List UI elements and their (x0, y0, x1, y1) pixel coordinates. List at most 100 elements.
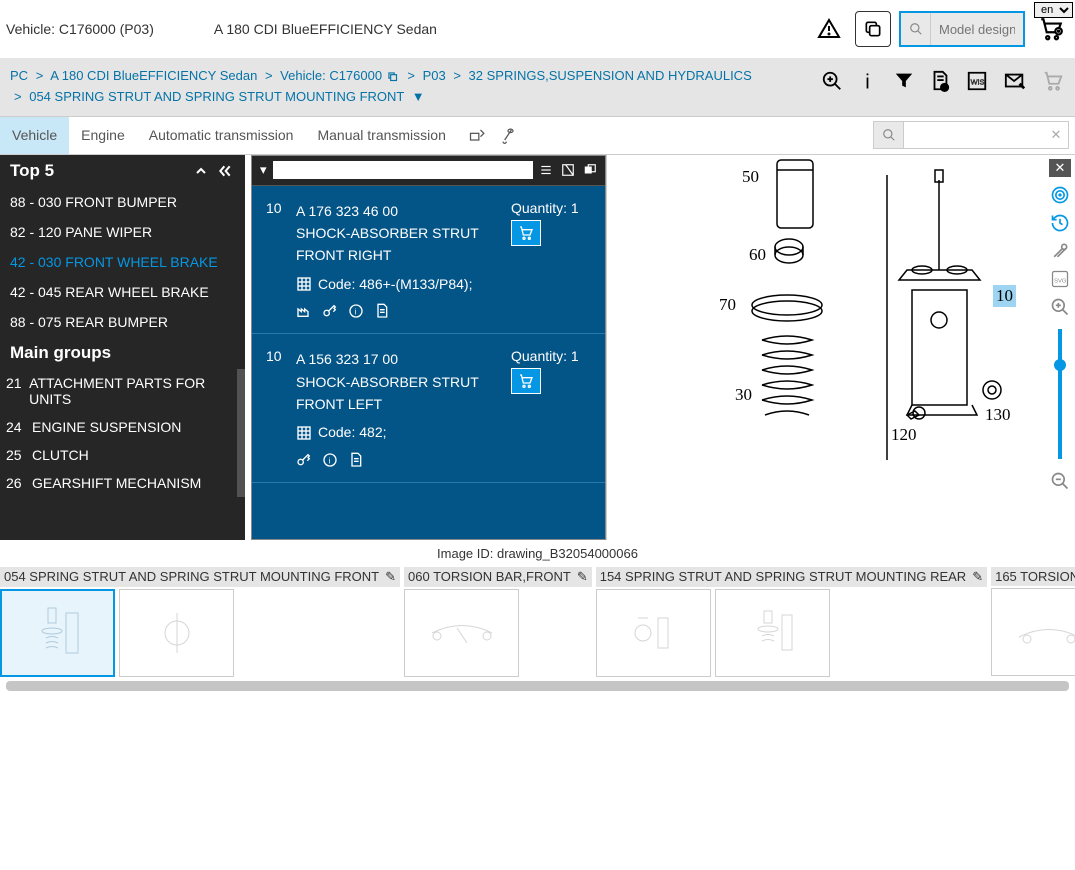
tab-vehicle[interactable]: Vehicle (0, 117, 69, 154)
top5-title: Top 5 (10, 161, 54, 181)
horizontal-scrollbar[interactable] (6, 681, 1069, 691)
tools-icon[interactable] (1050, 241, 1070, 261)
history-icon[interactable] (1050, 213, 1070, 233)
bolt-icon[interactable] (498, 125, 518, 145)
search-icon[interactable] (901, 13, 931, 45)
thumb-image[interactable] (404, 589, 519, 677)
expand-icon[interactable] (561, 163, 575, 177)
tab-engine[interactable]: Engine (69, 117, 137, 154)
document-icon[interactable] (374, 303, 390, 319)
model-name: A 180 CDI BlueEFFICIENCY Sedan (214, 21, 811, 37)
key-icon[interactable] (296, 452, 312, 468)
breadcrumb-item[interactable]: A 180 CDI BlueEFFICIENCY Sedan (50, 68, 257, 83)
diagram-viewer[interactable]: ✕ SVG 50 60 70 30 10 130 120 (606, 155, 1075, 540)
grid-icon (296, 276, 312, 292)
breadcrumb-dropdown-icon[interactable]: ▼ (412, 89, 425, 104)
collapse-left-icon[interactable] (215, 163, 235, 179)
breadcrumb-item[interactable]: 32 SPRINGS,SUSPENSION AND HYDRAULICS (469, 68, 752, 83)
target-icon[interactable] (1050, 185, 1070, 205)
top5-item[interactable]: 88 - 075 REAR BUMPER (0, 307, 245, 337)
collapse-up-icon[interactable] (193, 163, 209, 179)
clear-search-icon[interactable]: ✕ (1044, 127, 1068, 143)
info-circle-icon[interactable]: i (322, 452, 338, 468)
key-icon[interactable] (322, 303, 338, 319)
zoom-in-icon[interactable] (821, 70, 843, 92)
grid-icon (296, 425, 312, 441)
add-to-cart-button[interactable] (511, 220, 541, 246)
main-group-item[interactable]: 24ENGINE SUSPENSION (0, 413, 245, 441)
diagram-callout[interactable]: 130 (985, 405, 1011, 425)
thumb-label[interactable]: 054 SPRING STRUT AND SPRING STRUT MOUNTI… (0, 567, 400, 587)
parts-search-input[interactable] (273, 161, 533, 179)
part-number: A 176 323 46 00 (296, 200, 511, 222)
factory-icon[interactable] (296, 303, 312, 319)
copy-icon[interactable] (855, 11, 891, 47)
part-code: Code: 482; (318, 421, 387, 443)
thumb-image[interactable] (991, 588, 1075, 676)
info-circle-icon[interactable]: i (348, 303, 364, 319)
wis-icon[interactable]: WIS (965, 70, 989, 92)
diagram-callout[interactable]: 10 (993, 285, 1016, 307)
top5-item[interactable]: 42 - 030 FRONT WHEEL BRAKE (0, 247, 245, 277)
edit-icon[interactable]: ✎ (972, 569, 983, 585)
thumb-image[interactable] (596, 589, 711, 677)
mail-edit-icon[interactable] (1003, 70, 1027, 92)
zoom-out-icon[interactable] (1050, 471, 1070, 491)
document-icon[interactable] (348, 452, 364, 468)
breadcrumb-item[interactable]: PC (10, 68, 28, 83)
edit-icon[interactable]: ✎ (577, 569, 588, 585)
search-icon[interactable] (874, 122, 904, 148)
cart-disabled-icon (1041, 70, 1065, 92)
diagram-callout[interactable]: 60 (749, 245, 766, 265)
diagram-callout[interactable]: 70 (719, 295, 736, 315)
part-row[interactable]: 10 A 156 323 17 00 SHOCK-ABSORBER STRUT … (252, 334, 605, 483)
document-alert-icon[interactable]: ! (929, 70, 951, 92)
list-view-icon[interactable] (539, 163, 553, 177)
tab-auto-trans[interactable]: Automatic transmission (137, 117, 306, 154)
part-pos: 10 (266, 348, 296, 468)
parts-menu-icon[interactable]: ▾ (260, 162, 267, 178)
main-group-item[interactable]: 25CLUTCH (0, 441, 245, 469)
thumb-label[interactable]: 060 TORSION BAR,FRONT✎ (404, 567, 592, 587)
svg-text:i: i (355, 307, 357, 316)
thumb-label[interactable]: 165 TORSION BAR (991, 567, 1075, 586)
part-desc: SHOCK-ABSORBER STRUT FRONT RIGHT (296, 222, 511, 267)
zoom-slider[interactable] (1058, 329, 1062, 459)
model-search-input[interactable] (931, 22, 1023, 37)
filter-icon[interactable] (893, 70, 915, 92)
breadcrumb-item[interactable]: P03 (423, 68, 446, 83)
thumb-image[interactable] (119, 589, 234, 677)
window-icon[interactable] (583, 163, 597, 177)
top5-item[interactable]: 82 - 120 PANE WIPER (0, 217, 245, 247)
svg-text:i: i (329, 456, 331, 465)
warning-icon[interactable] (811, 11, 847, 47)
page-search[interactable]: ✕ (873, 121, 1069, 149)
thumb-image[interactable] (715, 589, 830, 677)
breadcrumb-current[interactable]: 054 SPRING STRUT AND SPRING STRUT MOUNTI… (29, 89, 404, 104)
breadcrumb-item[interactable]: Vehicle: C176000 (280, 68, 382, 83)
add-to-cart-button[interactable] (511, 368, 541, 394)
page-search-input[interactable] (904, 122, 1044, 148)
model-search[interactable] (899, 11, 1025, 47)
diagram-callout[interactable]: 30 (735, 385, 752, 405)
thumb-label[interactable]: 154 SPRING STRUT AND SPRING STRUT MOUNTI… (596, 567, 987, 587)
tool-icon-1[interactable] (468, 125, 488, 145)
part-code: Code: 486+-(M133/P84); (318, 273, 472, 295)
main-groups-title: Main groups (0, 337, 245, 369)
main-group-item[interactable]: 21ATTACHMENT PARTS FOR UNITS (0, 369, 245, 413)
close-panel-icon[interactable]: ✕ (1049, 159, 1071, 177)
top5-item[interactable]: 42 - 045 REAR WHEEL BRAKE (0, 277, 245, 307)
svg-export-icon[interactable]: SVG (1050, 269, 1070, 289)
diagram-callout[interactable]: 50 (742, 167, 759, 187)
tab-manual-trans[interactable]: Manual transmission (305, 117, 457, 154)
edit-icon[interactable]: ✎ (385, 569, 396, 585)
info-icon[interactable]: i (857, 70, 879, 92)
zoom-in-icon[interactable] (1050, 297, 1070, 317)
part-pos: 10 (266, 200, 296, 320)
language-select[interactable]: en (1034, 2, 1073, 18)
main-group-item[interactable]: 26GEARSHIFT MECHANISM (0, 469, 245, 497)
part-row[interactable]: 10 A 176 323 46 00 SHOCK-ABSORBER STRUT … (252, 186, 605, 335)
thumb-image[interactable] (0, 589, 115, 677)
diagram-callout[interactable]: 120 (891, 425, 917, 445)
top5-item[interactable]: 88 - 030 FRONT BUMPER (0, 187, 245, 217)
